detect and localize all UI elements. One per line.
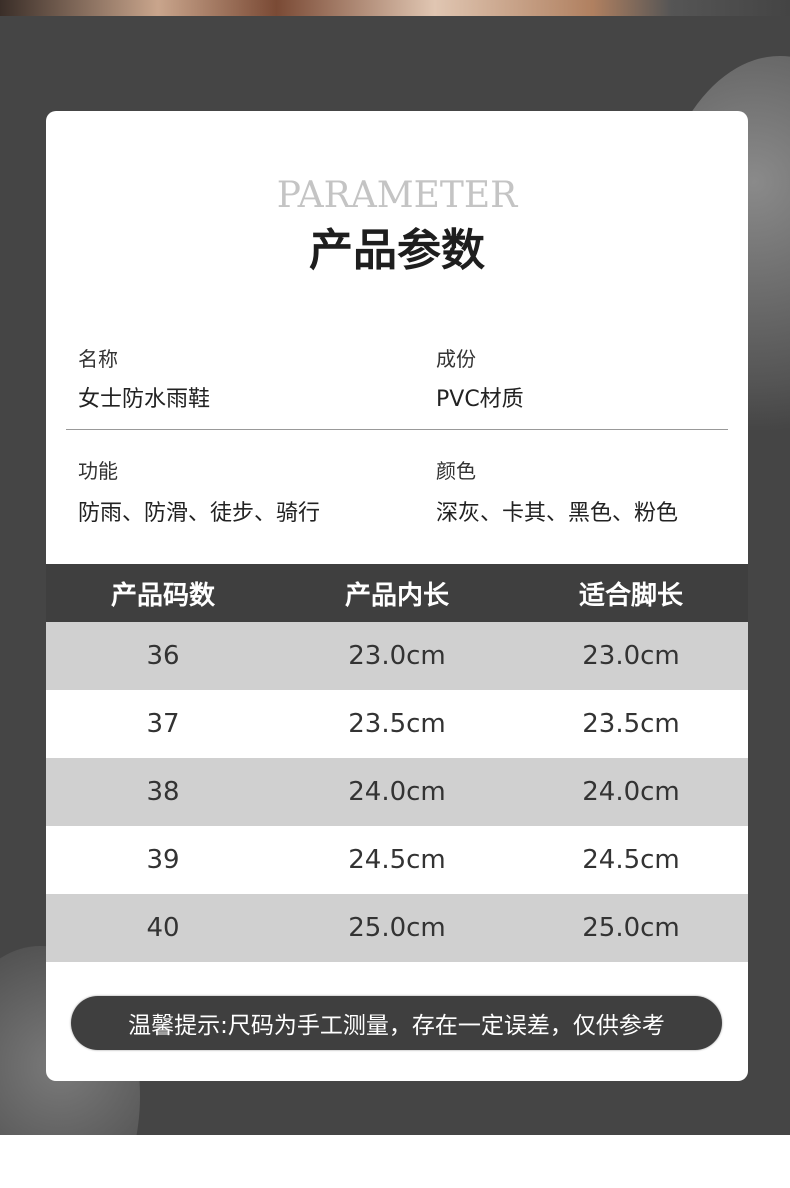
param-value-material: PVC材质: [436, 387, 524, 412]
foot-length-cell: 24.5cm: [582, 845, 680, 875]
parameter-card: PARAMETER 产品参数 名称 女士防水雨鞋 成份 PVC材质 功能 防雨、…: [46, 111, 748, 1081]
table-row: 38 24.0cm 24.0cm: [46, 758, 748, 826]
param-value-color: 深灰、卡其、黑色、粉色: [436, 501, 679, 526]
size-notice: 温馨提示:尺码为手工测量，存在一定误差，仅供参考: [71, 996, 722, 1050]
inner-length-cell: 23.5cm: [348, 709, 446, 739]
table-row: 39 24.5cm 24.5cm: [46, 826, 748, 894]
header-foot-length: 适合脚长: [578, 580, 683, 611]
inner-length-cell: 24.5cm: [348, 845, 446, 875]
size-cell: 40: [146, 913, 180, 943]
size-table-header: 产品码数 产品内长 适合脚长: [46, 564, 748, 622]
foot-length-cell: 25.0cm: [582, 913, 680, 943]
size-cell: 39: [146, 845, 180, 875]
size-table-body: 36 23.0cm 23.0cm 37 23.5cm 23.5cm 38 24.0cm 24…: [46, 622, 748, 962]
page-title-text: 产品参数: [309, 225, 485, 276]
table-row: 36 23.0cm 23.0cm: [46, 622, 748, 690]
size-cell: 37: [146, 709, 180, 739]
param-value-function: 防雨、防滑、徒步、骑行: [78, 501, 321, 526]
header-inner-length: 产品内长: [344, 580, 449, 611]
param-label-name: 名称: [78, 347, 118, 371]
foot-length-cell: 23.5cm: [582, 709, 680, 739]
param-value-name: 女士防水雨鞋: [78, 387, 211, 412]
param-label-material: 成份: [436, 347, 476, 371]
foot-length-cell: 24.0cm: [582, 777, 680, 807]
header-size: 产品码数: [110, 580, 215, 611]
table-row: 37 23.5cm 23.5cm: [46, 690, 748, 758]
inner-length-cell: 25.0cm: [348, 913, 446, 943]
size-cell: 38: [146, 777, 180, 807]
size-cell: 36: [146, 641, 180, 671]
foot-length-cell: 23.0cm: [582, 641, 680, 671]
table-row: 40 25.0cm 25.0cm: [46, 894, 748, 962]
product-photo-strip: [0, 0, 790, 16]
page-title: 产品参数: [305, 223, 489, 281]
inner-length-cell: 24.0cm: [348, 777, 446, 807]
param-label-function: 功能: [78, 459, 118, 483]
english-title: PARAMETER: [276, 175, 518, 216]
param-label-color: 颜色: [436, 459, 476, 483]
inner-length-cell: 23.0cm: [348, 641, 446, 671]
divider: [66, 429, 728, 430]
